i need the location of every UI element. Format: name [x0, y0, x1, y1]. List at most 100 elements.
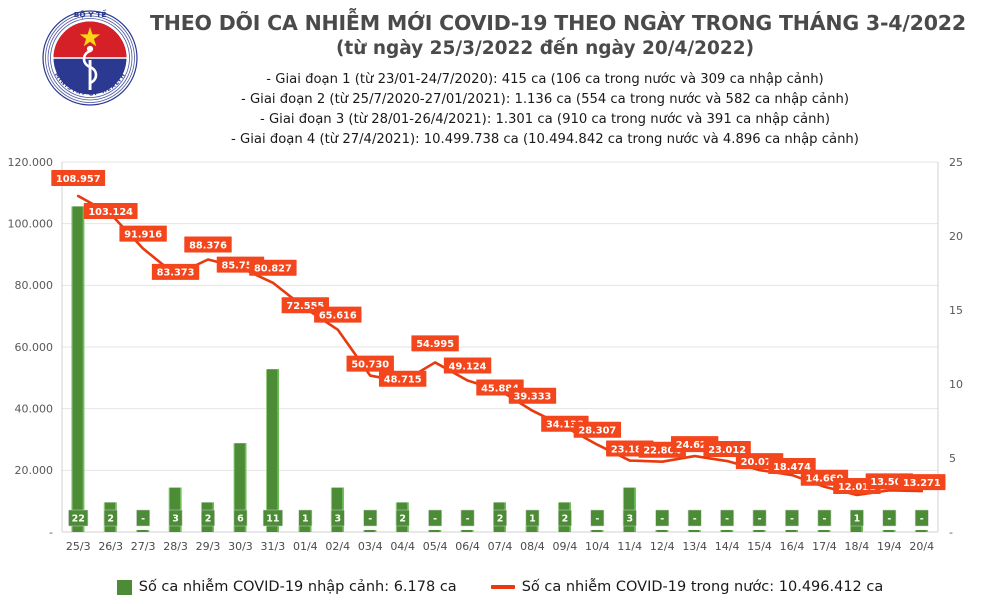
- line-value-label: 23.012: [708, 445, 746, 456]
- bar-value-chip: [849, 509, 864, 527]
- line-value-label: 88.376: [189, 240, 227, 251]
- bar-value-label: -: [141, 514, 145, 525]
- y-axis-left-tick: -: [49, 526, 53, 539]
- bar-highlight: [428, 530, 430, 532]
- bar-value-label: -: [660, 514, 664, 525]
- ministry-of-health-logo: BỘ Y TẾ MINISTRY OF HEALTH: [38, 6, 142, 110]
- x-axis-category: 01/4: [293, 540, 318, 553]
- bar-highlight: [363, 530, 365, 532]
- bar[interactable]: [721, 530, 734, 532]
- line-value-label: 12.011: [838, 482, 876, 493]
- x-axis-category: 10/4: [585, 540, 610, 553]
- x-axis-category: 31/3: [261, 540, 286, 553]
- bar-value-label: -: [790, 514, 794, 525]
- bar[interactable]: [266, 369, 279, 532]
- bar-value-label: -: [433, 514, 437, 525]
- bar-value-chip: [363, 509, 378, 527]
- bar-value-chip: [687, 509, 702, 527]
- x-axis-category: 06/4: [455, 540, 480, 553]
- line-value-chip: [151, 263, 200, 280]
- y-axis-left-tick: 20.000: [15, 464, 54, 477]
- line-value-chip: [703, 441, 751, 458]
- line-value-label: 85.759: [222, 260, 260, 271]
- line-value-chip: [314, 306, 362, 323]
- x-axis-category: 04/4: [390, 540, 415, 553]
- line-value-chip: [898, 474, 946, 491]
- bar[interactable]: [786, 530, 798, 532]
- bar-value-label: 3: [626, 514, 633, 525]
- bar[interactable]: [688, 530, 701, 532]
- bar-value-chip: [330, 509, 345, 527]
- bar-value-label: 2: [205, 514, 212, 525]
- line-value-label: 80.827: [254, 264, 292, 275]
- x-axis-category: 16/4: [780, 540, 805, 553]
- bar[interactable]: [591, 530, 604, 532]
- x-axis-category: 15/4: [747, 540, 772, 553]
- line-value-label: 72.555: [286, 301, 324, 312]
- bar-value-label: 1: [302, 514, 309, 525]
- bar[interactable]: [818, 530, 831, 532]
- bar[interactable]: [883, 530, 896, 532]
- bar-highlight: [893, 530, 896, 532]
- bar-highlight: [914, 530, 916, 532]
- bar-value-chip: [752, 509, 767, 527]
- bar-value-chip: [298, 509, 313, 527]
- bar-highlight: [147, 530, 150, 532]
- line-value-label: 83.373: [157, 268, 195, 279]
- bar-value-chip: [590, 509, 605, 527]
- y-axis-left-tick: 40.000: [15, 402, 54, 415]
- bar-highlight: [71, 206, 73, 532]
- bar-value-label: -: [693, 514, 697, 525]
- bar[interactable]: [429, 530, 442, 532]
- x-axis-category: 02/4: [325, 540, 350, 553]
- bar-value-chip: [622, 509, 637, 527]
- line-value-label: 23.181: [611, 444, 649, 455]
- bar-value-chip: [262, 509, 283, 527]
- bar-highlight: [655, 530, 657, 532]
- bar-value-chip: [233, 509, 248, 527]
- bar-value-label: -: [466, 514, 470, 525]
- y-axis-left-tick: 120.000: [8, 156, 54, 169]
- page-subtitle: (từ ngày 25/3/2022 đến ngày 20/4/2022): [335, 38, 755, 60]
- bar[interactable]: [364, 530, 377, 532]
- bar-highlight: [785, 530, 786, 532]
- x-axis-category: 29/3: [196, 540, 221, 553]
- bar-highlight: [763, 530, 766, 532]
- bar-highlight: [828, 530, 831, 532]
- bar[interactable]: [461, 530, 474, 532]
- bar-value-label: 1: [529, 514, 536, 525]
- bar[interactable]: [72, 206, 85, 532]
- bar-value-label: -: [725, 514, 729, 525]
- legend-item-imported[interactable]: Số ca nhiễm COVID-19 nhập cảnh: 6.178 ca: [116, 579, 457, 595]
- x-axis-category: 17/4: [812, 540, 837, 553]
- x-axis-category: 05/4: [423, 540, 448, 553]
- bar-value-chip: [785, 509, 799, 527]
- line-value-label: 45.884: [481, 383, 519, 394]
- bar-highlight: [460, 530, 462, 532]
- bar-highlight: [752, 530, 754, 532]
- bar-value-chip: [525, 509, 540, 527]
- phase-4-line: - Giai đoạn 4 (từ 27/4/2021): 10.499.738…: [231, 132, 859, 148]
- chart-area: - 20.000 40.000 60.000 80.000 100.000 120.000 -…: [0, 150, 1000, 570]
- bar[interactable]: [656, 530, 669, 532]
- bar[interactable]: [915, 530, 928, 532]
- bar-value-label: -: [920, 514, 924, 525]
- bar-value-label: 2: [107, 514, 114, 525]
- chart-header: BỘ Y TẾ MINISTRY OF HEALTH THEO DÕI CA N…: [0, 0, 1000, 160]
- bar-value-chip: [168, 509, 183, 527]
- line-value-label: 103.124: [88, 207, 133, 218]
- legend-item-domestic[interactable]: Số ca nhiễm COVID-19 trong nước: 10.496.…: [490, 579, 883, 595]
- bar[interactable]: [753, 530, 766, 532]
- line-value-label: 39.333: [514, 392, 552, 403]
- line-value-label: 91.916: [124, 229, 162, 240]
- bar-highlight: [666, 530, 669, 532]
- green-square-icon: [116, 579, 132, 595]
- bar-value-label: 3: [334, 514, 341, 525]
- line-value-chip: [83, 203, 138, 220]
- line-value-chip: [51, 170, 106, 187]
- bar-value-chip: [201, 509, 215, 527]
- bar-value-chip: [428, 509, 443, 527]
- bar[interactable]: [137, 530, 150, 532]
- x-axis-category: 03/4: [358, 540, 383, 553]
- y-axis-right-tick: 5: [949, 452, 956, 465]
